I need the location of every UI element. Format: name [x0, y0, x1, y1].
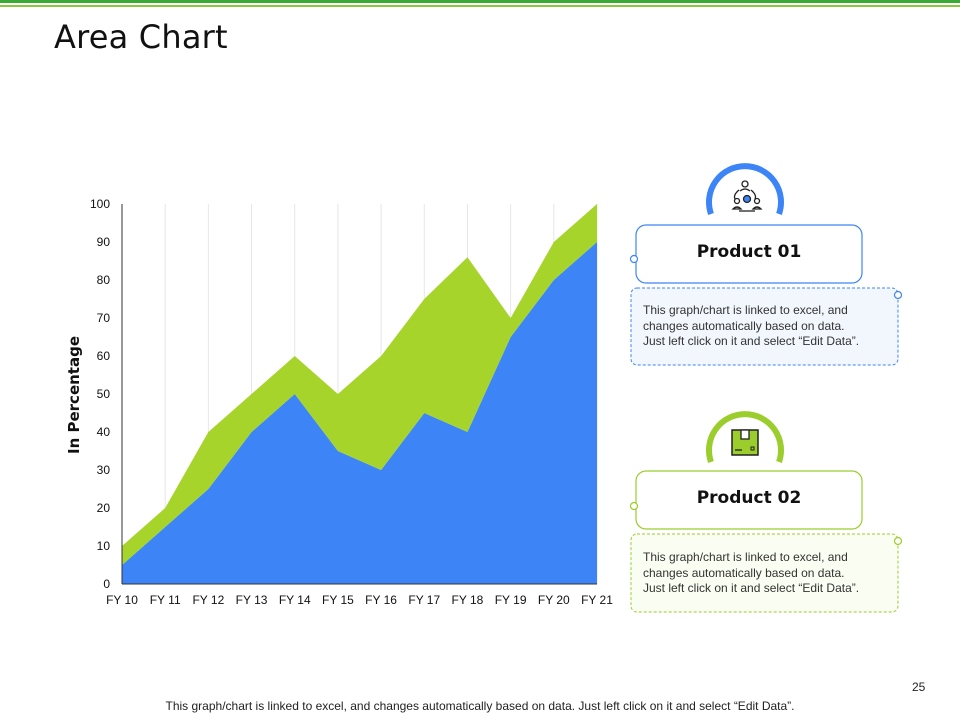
product-02-line-2: changes automatically based on data. [643, 565, 845, 580]
footer-note: This graph/chart is linked to excel, and… [165, 699, 795, 713]
product-02-card [629, 411, 903, 613]
y-tick-label: 60 [97, 349, 111, 363]
product-01-card [629, 163, 903, 366]
page-number: 25 [912, 680, 926, 694]
area-series-2 [122, 204, 597, 565]
product-01-title-box [635, 224, 863, 284]
x-axis-ticks: FY 10 FY 11 FY 12 FY 13 FY 14 FY 15 FY 16 FY 17… [106, 593, 613, 607]
team-network-icon [731, 180, 763, 212]
product-01-description: This graph/chart is linked to excel, and… [643, 303, 893, 350]
product-01-title: Product 01 [696, 242, 802, 262]
y-tick-label: 50 [97, 387, 111, 401]
x-tick-label: FY 21 [581, 593, 613, 607]
y-tick-label: 80 [97, 273, 111, 287]
y-tick-label: 90 [97, 235, 111, 249]
product-01-line-2: changes automatically based on data. [643, 318, 845, 333]
product-02-text-box [630, 533, 899, 613]
top-accent-bar-secondary [0, 5, 960, 7]
x-tick-label: FY 13 [236, 593, 268, 607]
y-tick-label: 40 [97, 425, 111, 439]
product-02-line-1: This graph/chart is linked to excel, and [643, 550, 848, 564]
chart-areas [122, 204, 597, 584]
chart-axes [121, 204, 597, 585]
y-tick-label: 0 [103, 577, 110, 591]
x-tick-label: FY 20 [538, 593, 570, 607]
x-tick-label: FY 17 [408, 593, 440, 607]
product-02-title-box [635, 470, 863, 530]
y-axis-label: In Percentage [65, 336, 83, 454]
y-tick-label: 20 [97, 501, 111, 515]
y-tick-label: 70 [97, 311, 111, 325]
product-02-arc [706, 411, 784, 463]
x-tick-label: FY 19 [495, 593, 527, 607]
product-01-line-1: This graph/chart is linked to excel, and [643, 303, 848, 317]
top-accent-bar [0, 0, 960, 3]
x-tick-label: FY 12 [192, 593, 224, 607]
product-01-text-box [630, 287, 899, 366]
x-tick-label: FY 10 [106, 593, 138, 607]
x-tick-label: FY 14 [279, 593, 311, 607]
y-tick-label: 10 [97, 539, 111, 553]
x-tick-label: FY 18 [452, 593, 484, 607]
area-series-1 [122, 242, 597, 584]
package-box-icon [731, 429, 759, 456]
product-01-arc [706, 163, 784, 215]
y-tick-label: 100 [90, 197, 110, 211]
x-tick-label: FY 15 [322, 593, 354, 607]
x-tick-label: FY 16 [365, 593, 397, 607]
product-02-line-3: Just left click on it and select “Edit D… [643, 581, 860, 595]
y-axis-ticks: 0 10 20 30 40 50 60 70 80 90 100 [90, 197, 110, 591]
product-02-description: This graph/chart is linked to excel, and… [643, 550, 893, 597]
product-01-line-3: Just left click on it and select “Edit D… [643, 334, 860, 348]
product-02-title: Product 02 [696, 488, 802, 508]
x-tick-label: FY 11 [150, 593, 181, 607]
y-tick-label: 30 [97, 463, 111, 477]
slide-title: Area Chart [54, 18, 228, 56]
